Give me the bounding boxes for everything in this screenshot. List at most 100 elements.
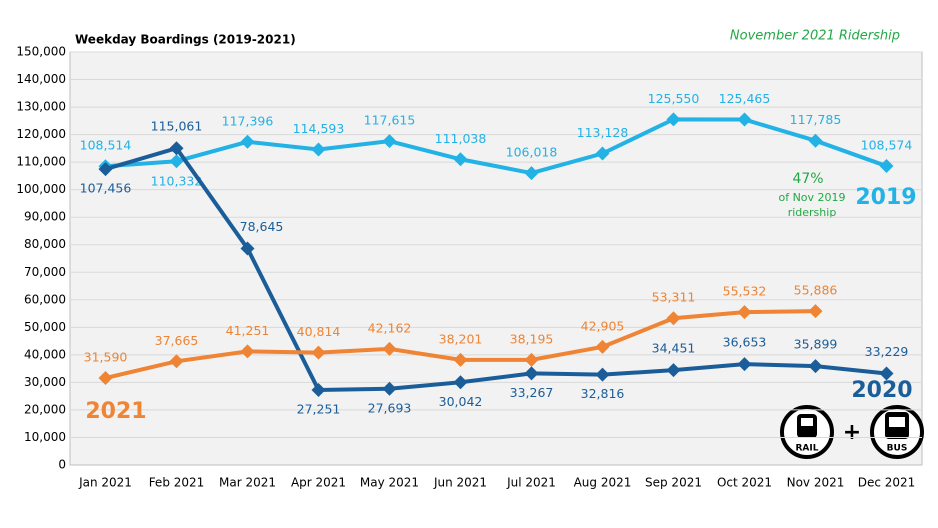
data-label: 41,251	[226, 323, 270, 338]
point	[453, 375, 468, 390]
data-label: 125,550	[648, 91, 700, 106]
annotation: ridership	[788, 206, 837, 219]
plot-area	[69, 51, 923, 466]
data-label: 34,451	[652, 341, 696, 356]
data-label: 37,665	[155, 333, 199, 348]
series: 31,590 37,665 41,251 40,814 42,162 38,201 38,1…	[84, 283, 838, 386]
annotation: of Nov 2019	[778, 191, 845, 204]
data-label: 117,615	[364, 113, 416, 128]
point	[311, 142, 326, 157]
point	[453, 352, 468, 367]
data-label: 31,590	[84, 350, 128, 365]
chart-title: Weekday Boardings (2019-2021)	[75, 33, 296, 47]
data-label: 113,128	[577, 125, 629, 140]
data-label: 36,653	[723, 335, 767, 350]
y-tick-label: 150,000	[16, 45, 66, 59]
series-label: 2020	[851, 378, 912, 403]
x-tick-label: Jul 2021	[506, 476, 556, 490]
data-label: 107,456	[80, 181, 132, 196]
point	[311, 382, 326, 397]
data-label: 27,693	[368, 400, 412, 415]
data-label: 38,195	[510, 331, 554, 346]
series-line	[104, 145, 887, 392]
data-label: 55,532	[723, 284, 767, 299]
x-tick-label: Sep 2021	[645, 476, 702, 490]
data-label: 35,899	[794, 337, 838, 352]
point	[524, 166, 539, 181]
point	[524, 366, 539, 381]
subtitle: November 2021 Ridership	[730, 29, 900, 44]
y-tick-label: 110,000	[16, 155, 66, 169]
y-tick-label: 90,000	[24, 210, 66, 224]
point	[169, 154, 184, 169]
data-label: 115,061	[151, 119, 203, 134]
point	[595, 146, 610, 161]
y-tick-label: 120,000	[16, 127, 66, 141]
icon-label: RAIL	[796, 444, 819, 454]
point	[240, 134, 255, 149]
point	[595, 367, 610, 382]
data-label: 108,514	[80, 138, 132, 153]
y-tick-label: 50,000	[24, 320, 66, 334]
point	[595, 339, 610, 354]
point	[98, 162, 113, 177]
x-tick-label: May 2021	[360, 476, 419, 490]
data-label: 110,332	[151, 174, 203, 189]
series: 107,456 115,061 78,645 27,251 27,693 30,042 33…	[80, 119, 909, 417]
data-label: 32,816	[581, 386, 625, 401]
data-label: 55,886	[794, 283, 838, 298]
point	[879, 159, 894, 174]
data-label: 106,018	[506, 145, 558, 160]
y-tick-label: 100,000	[16, 182, 66, 196]
point	[808, 133, 823, 148]
x-tick-label: Apr 2021	[291, 476, 346, 490]
point	[382, 134, 397, 149]
y-tick-label: 30,000	[24, 375, 66, 389]
data-label: 33,229	[865, 344, 909, 359]
data-label: 30,042	[439, 394, 483, 409]
data-label: 114,593	[293, 121, 345, 136]
x-tick-label: Mar 2021	[219, 476, 276, 490]
point	[382, 341, 397, 356]
data-label: 42,905	[581, 318, 625, 333]
data-label: 111,038	[435, 131, 487, 146]
x-tick-label: Dec 2021	[858, 476, 916, 490]
point	[737, 112, 752, 127]
series-label: 2021	[85, 399, 146, 424]
data-label: 38,201	[439, 331, 483, 346]
bus-window	[889, 417, 905, 427]
point	[666, 311, 681, 326]
data-label: 40,814	[297, 324, 341, 339]
data-label: 78,645	[240, 219, 284, 234]
y-tick-label: 0	[58, 458, 66, 472]
data-label: 117,396	[222, 113, 274, 128]
data-label: 117,785	[790, 112, 842, 127]
y-tick-label: 70,000	[24, 265, 66, 279]
point	[666, 363, 681, 378]
x-tick-label: Feb 2021	[149, 476, 205, 490]
point	[808, 359, 823, 374]
y-tick-label: 130,000	[16, 100, 66, 114]
series: 108,514 110,332 117,396 114,593 117,615 111,0…	[80, 91, 913, 189]
point	[737, 357, 752, 372]
x-tick-label: Jun 2021	[433, 476, 487, 490]
point	[524, 352, 539, 367]
icon-joiner: +	[843, 420, 861, 445]
point	[666, 112, 681, 127]
x-tick-label: Oct 2021	[717, 476, 772, 490]
data-label: 125,465	[719, 91, 771, 106]
data-label: 33,267	[510, 385, 554, 400]
x-tick-label: Aug 2021	[574, 476, 632, 490]
x-tick-label: Nov 2021	[787, 476, 845, 490]
y-tick-label: 10,000	[24, 430, 66, 444]
point	[382, 381, 397, 396]
annotation: 47%	[792, 171, 823, 187]
y-tick-label: 140,000	[16, 72, 66, 86]
point	[879, 366, 894, 381]
data-label: 42,162	[368, 320, 412, 335]
point	[169, 354, 184, 369]
point	[808, 304, 823, 319]
x-tick-label: Jan 2021	[78, 476, 132, 490]
series-label: 2019	[855, 185, 916, 210]
